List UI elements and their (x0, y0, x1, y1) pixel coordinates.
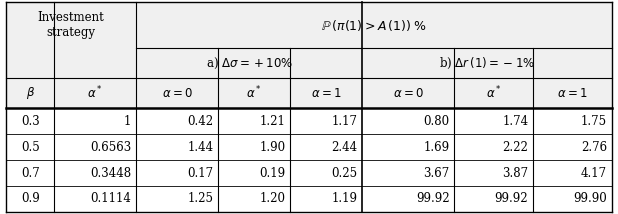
Text: 0.7: 0.7 (21, 166, 40, 180)
Bar (6, 160, 612, 186)
Text: $\alpha=0$: $\alpha=0$ (162, 87, 193, 100)
Bar (6, 186, 612, 212)
Text: 99.90: 99.90 (574, 192, 607, 205)
Text: $\alpha=1$: $\alpha=1$ (557, 87, 588, 100)
Text: 0.1114: 0.1114 (90, 192, 132, 205)
Text: 1.44: 1.44 (187, 141, 213, 154)
Text: 0.3: 0.3 (21, 115, 40, 128)
Text: 99.92: 99.92 (494, 192, 528, 205)
Text: 3.87: 3.87 (502, 166, 528, 180)
Text: 1.21: 1.21 (260, 115, 286, 128)
Text: 3.67: 3.67 (423, 166, 449, 180)
Bar (6, 134, 612, 160)
Bar (6, 2, 612, 48)
Text: 0.6563: 0.6563 (90, 141, 132, 154)
Text: 1.25: 1.25 (187, 192, 213, 205)
Text: 1.75: 1.75 (581, 115, 607, 128)
Text: 1.17: 1.17 (331, 115, 357, 128)
Text: 0.42: 0.42 (187, 115, 213, 128)
Text: 0.19: 0.19 (259, 166, 286, 180)
Text: 1.69: 1.69 (423, 141, 449, 154)
Text: 0.17: 0.17 (187, 166, 213, 180)
Text: $\beta$: $\beta$ (25, 85, 35, 101)
Text: $\alpha^*$: $\alpha^*$ (486, 85, 502, 101)
Text: $\alpha=0$: $\alpha=0$ (393, 87, 423, 100)
Text: $\alpha^*$: $\alpha^*$ (87, 85, 103, 101)
Bar (6, 78, 612, 108)
Text: 0.80: 0.80 (423, 115, 449, 128)
Text: 0.9: 0.9 (21, 192, 40, 205)
Text: 1.90: 1.90 (259, 141, 286, 154)
Text: b) $\Delta r\,(1) = -1\%$: b) $\Delta r\,(1) = -1\%$ (439, 56, 535, 71)
Text: 99.92: 99.92 (416, 192, 449, 205)
Text: 1.74: 1.74 (502, 115, 528, 128)
Text: 1: 1 (124, 115, 132, 128)
Bar (6, 48, 612, 78)
Text: 0.3448: 0.3448 (90, 166, 132, 180)
Text: 2.76: 2.76 (581, 141, 607, 154)
Text: 1.20: 1.20 (260, 192, 286, 205)
Text: a) $\Delta\sigma = +10\%$: a) $\Delta\sigma = +10\%$ (206, 56, 293, 71)
Text: 2.44: 2.44 (331, 141, 357, 154)
Text: 2.22: 2.22 (502, 141, 528, 154)
Bar (6, 108, 612, 134)
Text: 0.25: 0.25 (331, 166, 357, 180)
Text: Investment
strategy: Investment strategy (38, 11, 104, 39)
Text: $\alpha^*$: $\alpha^*$ (247, 85, 262, 101)
Text: $\mathbb{P}\,(\pi(1) > A\,(1))\;\%$: $\mathbb{P}\,(\pi(1) > A\,(1))\;\%$ (321, 18, 427, 33)
Text: 4.17: 4.17 (581, 166, 607, 180)
Text: 0.5: 0.5 (21, 141, 40, 154)
Text: $\alpha=1$: $\alpha=1$ (311, 87, 341, 100)
Text: 1.19: 1.19 (331, 192, 357, 205)
